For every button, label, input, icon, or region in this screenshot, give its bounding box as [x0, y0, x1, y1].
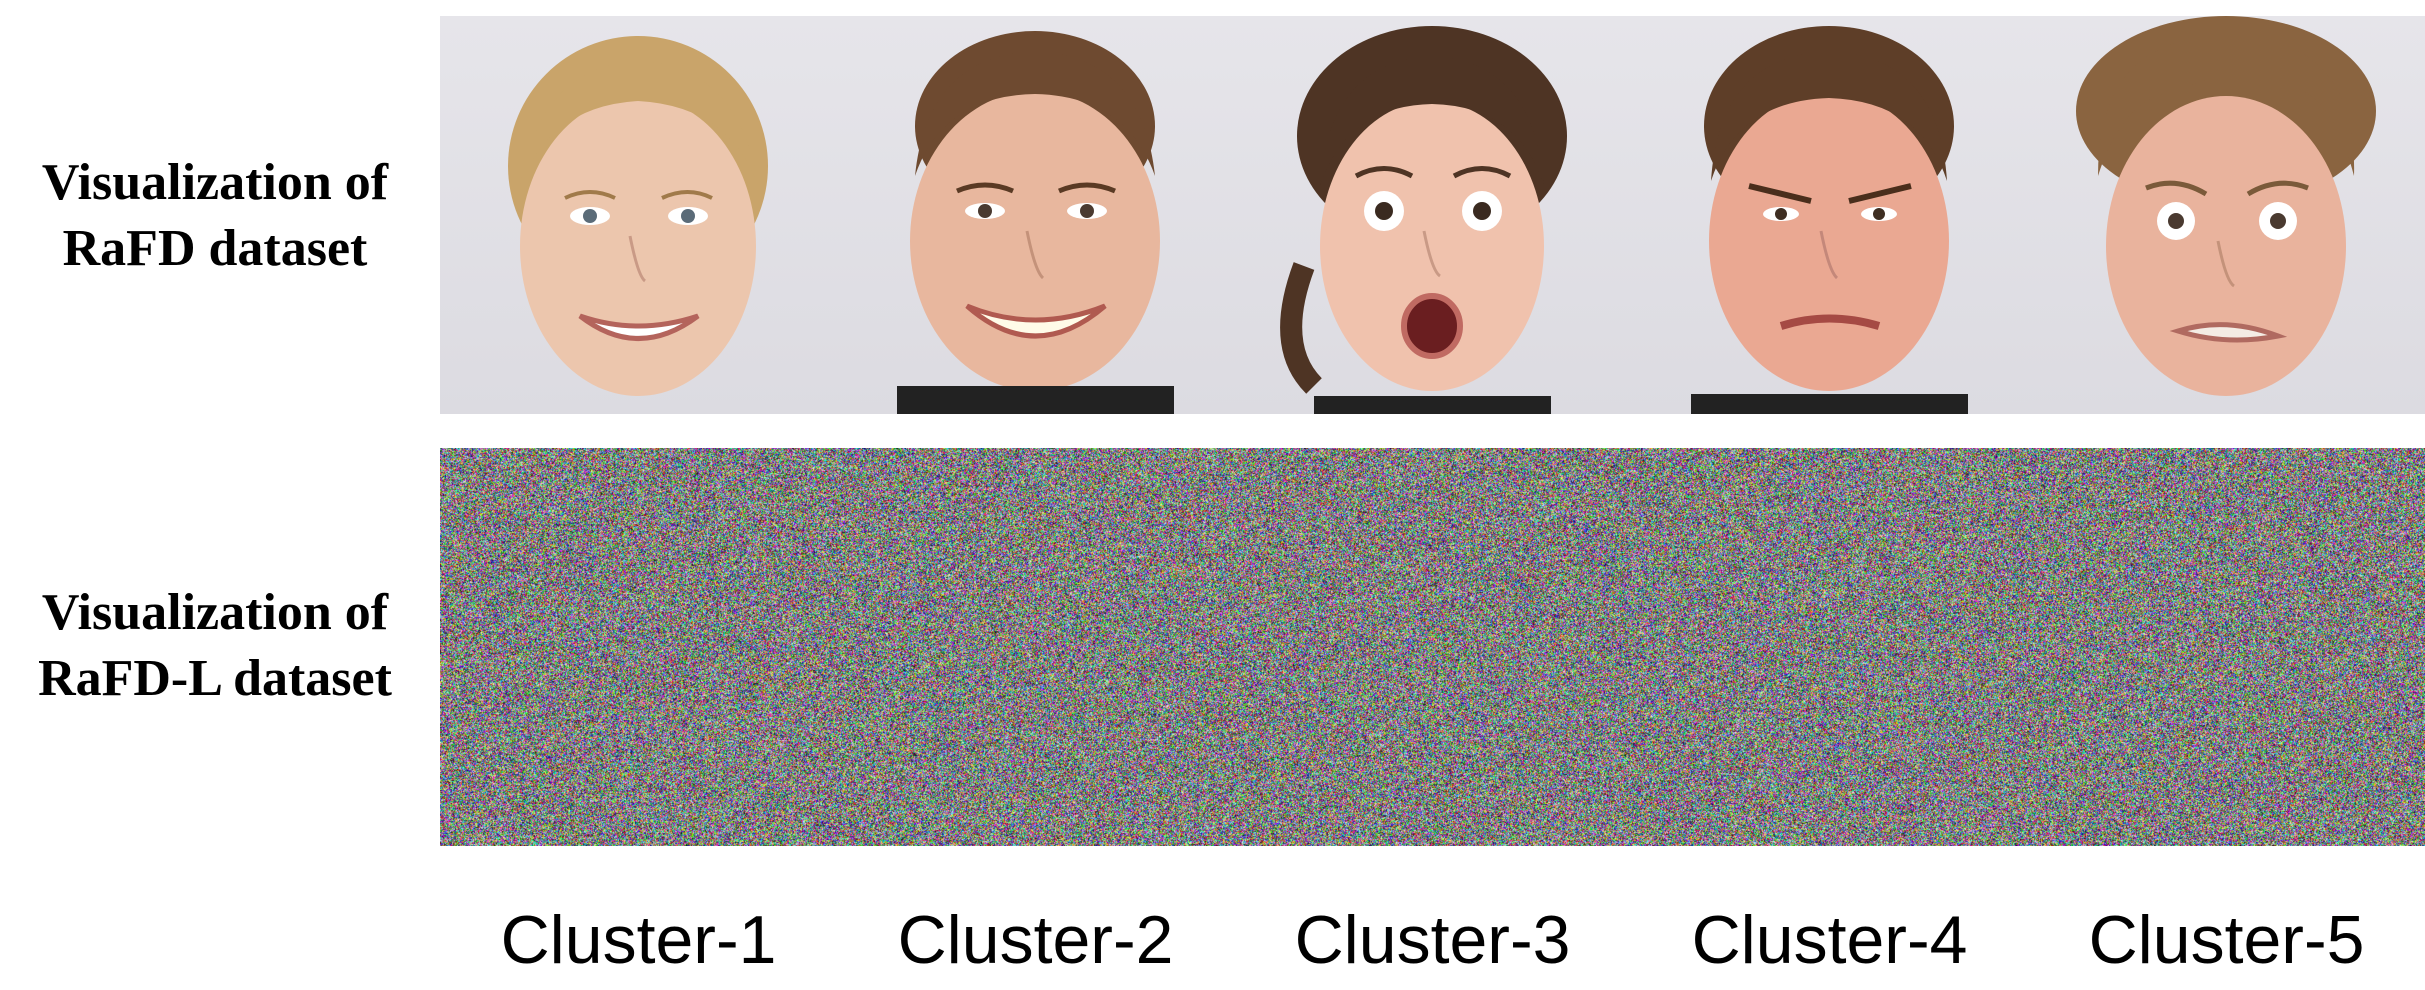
face-image-5 — [2028, 16, 2425, 414]
row-label-rafd-l-line1: Visualization of — [0, 580, 430, 646]
row-label-rafd-l: Visualization of RaFD-L dataset — [0, 580, 430, 712]
rafd-face-strip — [440, 16, 2425, 414]
rafd-l-noise-strip — [440, 448, 2425, 846]
cluster-label-1: Cluster-1 — [440, 890, 837, 990]
cluster-label-5: Cluster-5 — [2028, 890, 2425, 990]
noise-image — [440, 448, 2425, 846]
face-image-4 — [1631, 16, 2028, 414]
face-image-1 — [440, 16, 837, 414]
row-label-rafd-line2: RaFD dataset — [0, 216, 430, 282]
face-illustration-happy-brunette — [837, 16, 1234, 414]
face-image-3 — [1234, 16, 1631, 414]
face-illustration-surprised — [1234, 16, 1631, 414]
row-label-rafd-l-line2: RaFD-L dataset — [0, 646, 430, 712]
face-illustration-angry — [1631, 16, 2028, 414]
cluster-labels: Cluster-1 Cluster-2 Cluster-3 Cluster-4 … — [440, 890, 2425, 990]
row-label-rafd-line1: Visualization of — [0, 150, 430, 216]
row-label-rafd: Visualization of RaFD dataset — [0, 150, 430, 282]
face-illustration-fearful — [2028, 16, 2425, 414]
cluster-label-3: Cluster-3 — [1234, 890, 1631, 990]
cluster-label-4: Cluster-4 — [1631, 890, 2028, 990]
face-image-2 — [837, 16, 1234, 414]
cluster-label-2: Cluster-2 — [837, 890, 1234, 990]
face-illustration-happy-blonde — [440, 16, 837, 414]
